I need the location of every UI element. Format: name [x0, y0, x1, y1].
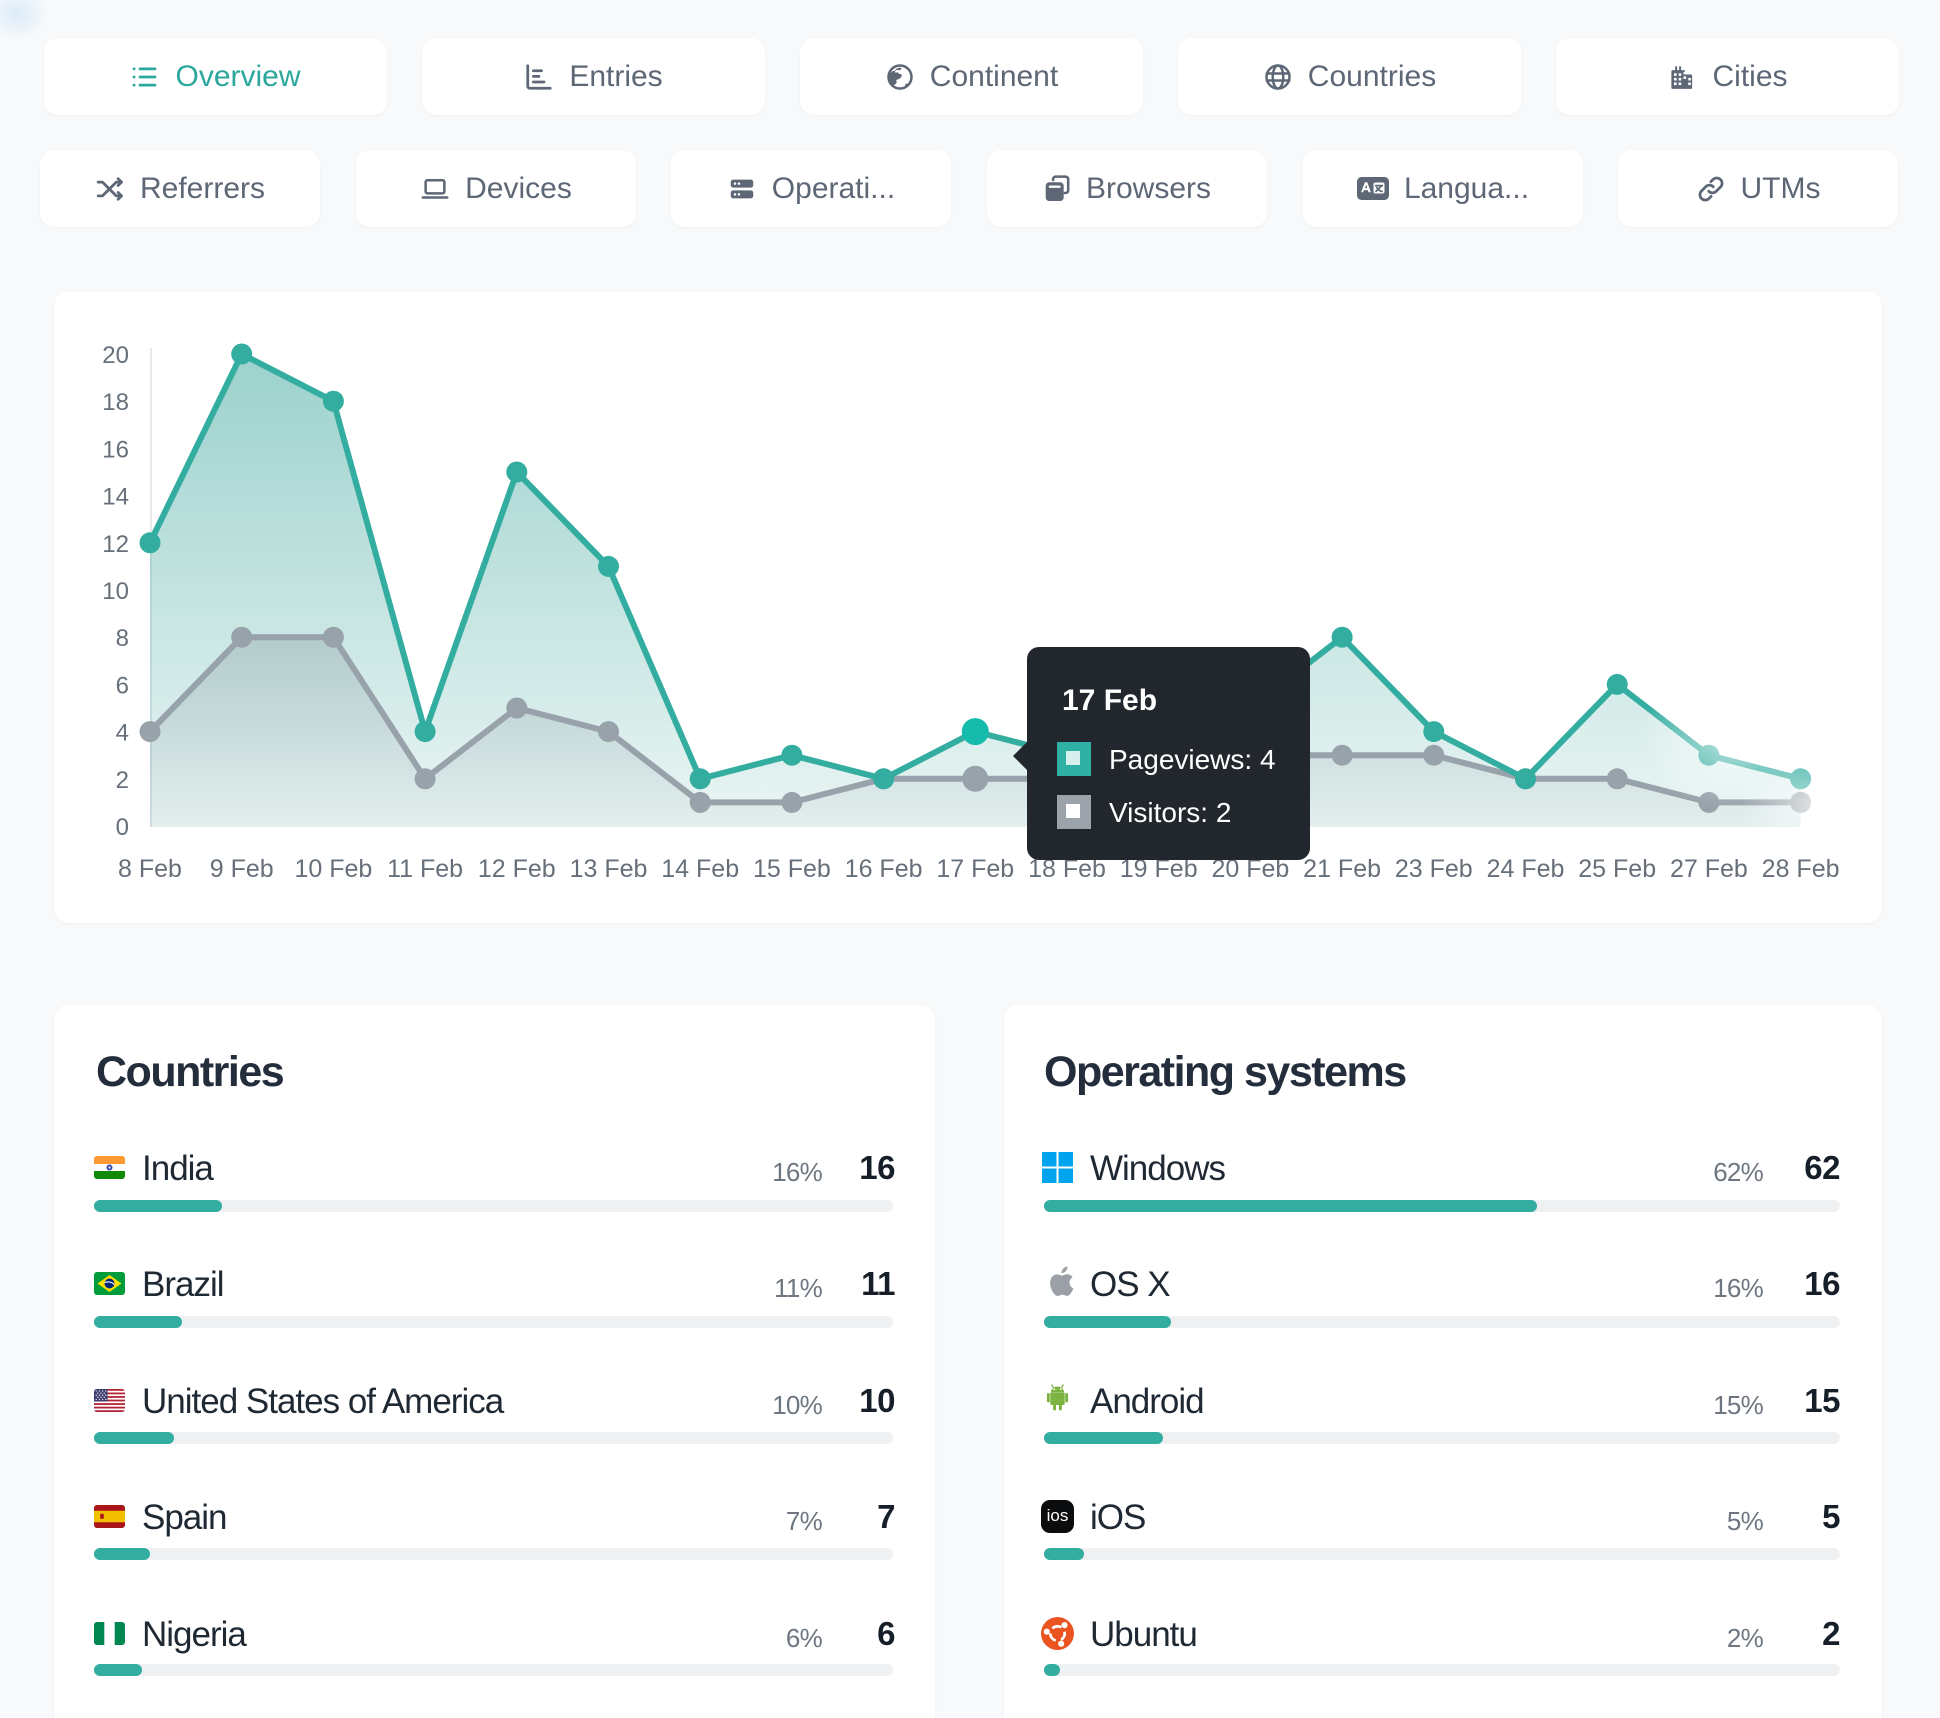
svg-text:12 Feb: 12 Feb	[478, 855, 556, 883]
svg-text:0: 0	[116, 814, 129, 841]
svg-text:21 Feb: 21 Feb	[1303, 855, 1381, 883]
svg-text:11 Feb: 11 Feb	[387, 855, 463, 883]
svg-text:9 Feb: 9 Feb	[210, 855, 274, 883]
svg-text:17 Feb: 17 Feb	[936, 855, 1014, 883]
svg-text:18: 18	[102, 389, 129, 416]
svg-text:24 Feb: 24 Feb	[1487, 855, 1565, 883]
svg-text:16 Feb: 16 Feb	[845, 855, 923, 883]
svg-text:12: 12	[102, 531, 129, 558]
svg-text:15 Feb: 15 Feb	[753, 855, 831, 883]
svg-text:23 Feb: 23 Feb	[1395, 855, 1473, 883]
svg-text:6: 6	[116, 672, 129, 699]
svg-text:20: 20	[102, 342, 129, 369]
svg-text:16: 16	[102, 436, 129, 463]
svg-text:10: 10	[102, 578, 129, 605]
svg-text:28 Feb: 28 Feb	[1762, 855, 1840, 883]
svg-text:27 Feb: 27 Feb	[1670, 855, 1748, 883]
svg-text:4: 4	[116, 720, 129, 747]
svg-text:10 Feb: 10 Feb	[294, 855, 372, 883]
svg-text:8 Feb: 8 Feb	[118, 855, 182, 883]
svg-text:8: 8	[116, 625, 129, 652]
svg-text:25 Feb: 25 Feb	[1578, 855, 1656, 883]
svg-text:2: 2	[116, 767, 129, 794]
svg-text:13 Feb: 13 Feb	[570, 855, 648, 883]
svg-text:14: 14	[102, 484, 129, 511]
svg-text:14 Feb: 14 Feb	[661, 855, 739, 883]
